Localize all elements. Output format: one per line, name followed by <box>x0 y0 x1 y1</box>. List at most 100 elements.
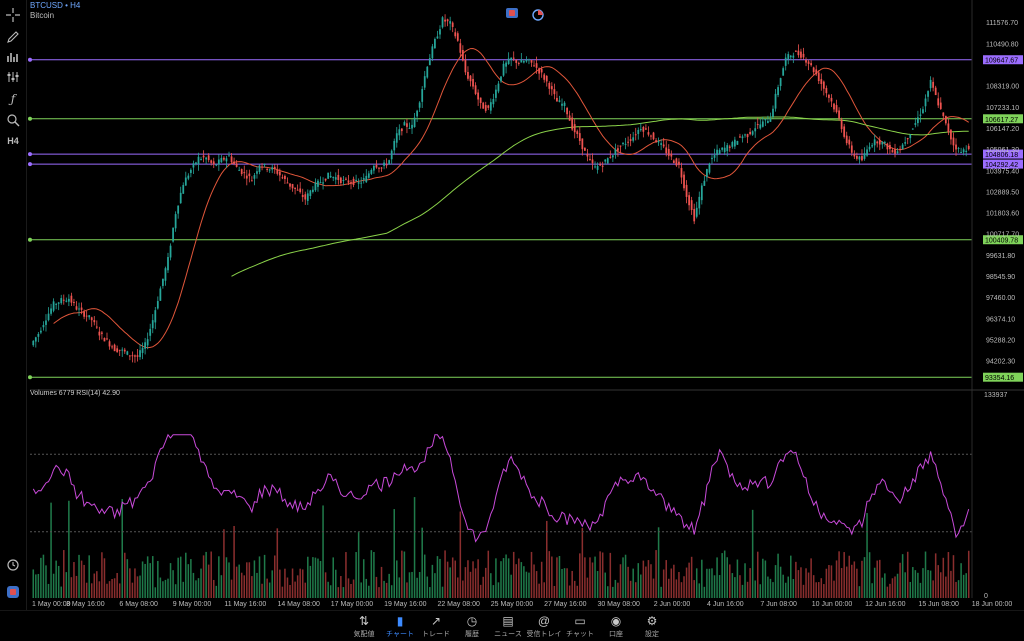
candle-body <box>492 99 495 105</box>
h4-label[interactable]: H4 <box>7 136 19 146</box>
volume-bar <box>955 581 957 598</box>
candle-body <box>365 175 368 183</box>
price-tick-label: 102889.50 <box>986 189 1019 196</box>
volume-bar <box>172 570 174 598</box>
candle-body <box>807 61 810 64</box>
candle-body <box>838 110 840 119</box>
level-anchor[interactable] <box>28 116 32 121</box>
candle-body <box>60 298 63 304</box>
time-tick-label: 4 Jun 16:00 <box>707 601 744 608</box>
volume-bar <box>790 555 792 598</box>
candle-body <box>624 143 627 145</box>
candle-body <box>469 75 472 82</box>
volume-bar <box>312 557 314 598</box>
objects-icon[interactable] <box>4 68 22 86</box>
candle-body <box>317 180 319 187</box>
indicators-icon[interactable] <box>4 48 22 66</box>
candle-body <box>243 172 246 174</box>
candle-body <box>167 257 169 271</box>
one-click-trading-icon[interactable] <box>506 8 518 18</box>
volume-bar <box>543 582 545 598</box>
pen-icon[interactable] <box>4 28 22 46</box>
volume-bar <box>736 559 739 598</box>
volume-bar <box>607 586 609 598</box>
timeframe-label[interactable]: H4 <box>70 1 81 10</box>
candle-body <box>116 348 119 353</box>
candle-body <box>67 298 70 302</box>
candle-body <box>558 100 561 102</box>
candle-body <box>144 342 147 349</box>
price-chart[interactable]: 109647.67 106617.27 104806.18 104292.42 1004… <box>0 0 1024 610</box>
candle-body <box>383 162 385 166</box>
volume-bar <box>896 573 899 598</box>
level-anchor[interactable] <box>28 162 32 167</box>
level-anchor[interactable] <box>28 152 32 157</box>
volume-bar <box>800 567 802 598</box>
candle-body <box>113 344 116 352</box>
volume-bar <box>93 573 96 598</box>
candle-body <box>522 61 525 63</box>
volume-bar <box>375 576 378 598</box>
volume-bar <box>698 583 701 598</box>
level-anchor[interactable] <box>28 375 32 380</box>
volume-bar <box>187 564 190 598</box>
volume-bar <box>444 550 446 598</box>
candle-body <box>319 182 322 184</box>
time-tick-label: 3 May 16:00 <box>66 601 105 608</box>
candle-body <box>355 179 357 181</box>
nav-news[interactable]: ▤ ニュース <box>488 613 528 639</box>
candle-body <box>685 184 688 197</box>
crosshair-icon[interactable] <box>4 6 22 24</box>
volume-bar <box>764 560 767 598</box>
find-icon[interactable] <box>4 111 22 129</box>
volume-bar <box>472 561 474 598</box>
volume-bar <box>512 551 515 598</box>
nav-trend[interactable]: ↗ トレード <box>416 613 456 639</box>
volume-bar <box>90 583 93 598</box>
nav-account[interactable]: ◉ 口座 <box>596 613 636 639</box>
nav-candles[interactable]: ▮ チャート <box>380 613 420 639</box>
candle-body <box>942 112 945 117</box>
candle-body <box>561 103 563 106</box>
nav-label: トレード <box>422 631 450 638</box>
nav-arrows[interactable]: ⇅ 気配値 <box>344 613 384 639</box>
level-price-badge <box>983 159 1023 169</box>
volume-bar <box>228 562 230 598</box>
volume-bar <box>520 562 523 598</box>
candle-body <box>680 168 683 178</box>
volume-bar <box>426 576 429 598</box>
symbol-label[interactable]: BTCUSD <box>30 1 63 10</box>
volume-bar <box>558 556 561 598</box>
nav-history[interactable]: ◷ 履歴 <box>452 613 492 639</box>
nav-mail[interactable]: @ 受信トレイ <box>524 613 564 639</box>
volume-bar <box>889 583 891 598</box>
candle-body <box>101 332 103 334</box>
layout-icon[interactable] <box>4 583 22 601</box>
nav-chat[interactable]: ▭ チャット <box>560 613 600 639</box>
volume-bar <box>273 555 276 598</box>
candle-body <box>965 150 968 153</box>
volume-bar <box>510 574 512 598</box>
candle-body <box>591 159 594 164</box>
level-price-badge <box>983 372 1023 382</box>
function-icon[interactable]: ƒ <box>10 92 16 106</box>
candle-body <box>543 74 546 80</box>
candle-body <box>172 227 174 242</box>
volume-bar <box>126 559 129 598</box>
volume-bar <box>540 561 543 598</box>
candle-body <box>436 36 439 39</box>
volume-bar <box>373 552 375 598</box>
clock-icon[interactable] <box>4 556 22 574</box>
candle-body <box>939 102 942 109</box>
level-anchor[interactable] <box>28 237 32 242</box>
volume-bar <box>777 553 779 598</box>
nav-settings[interactable]: ⚙ 設定 <box>632 613 672 639</box>
volume-bar <box>462 580 464 598</box>
volume-bar <box>759 584 762 598</box>
volume-bar <box>314 557 317 598</box>
volume-bar <box>866 513 868 598</box>
volume-bar <box>380 566 383 598</box>
level-anchor[interactable] <box>28 57 32 62</box>
candle-body <box>744 134 746 136</box>
timer-icon[interactable] <box>532 8 544 26</box>
